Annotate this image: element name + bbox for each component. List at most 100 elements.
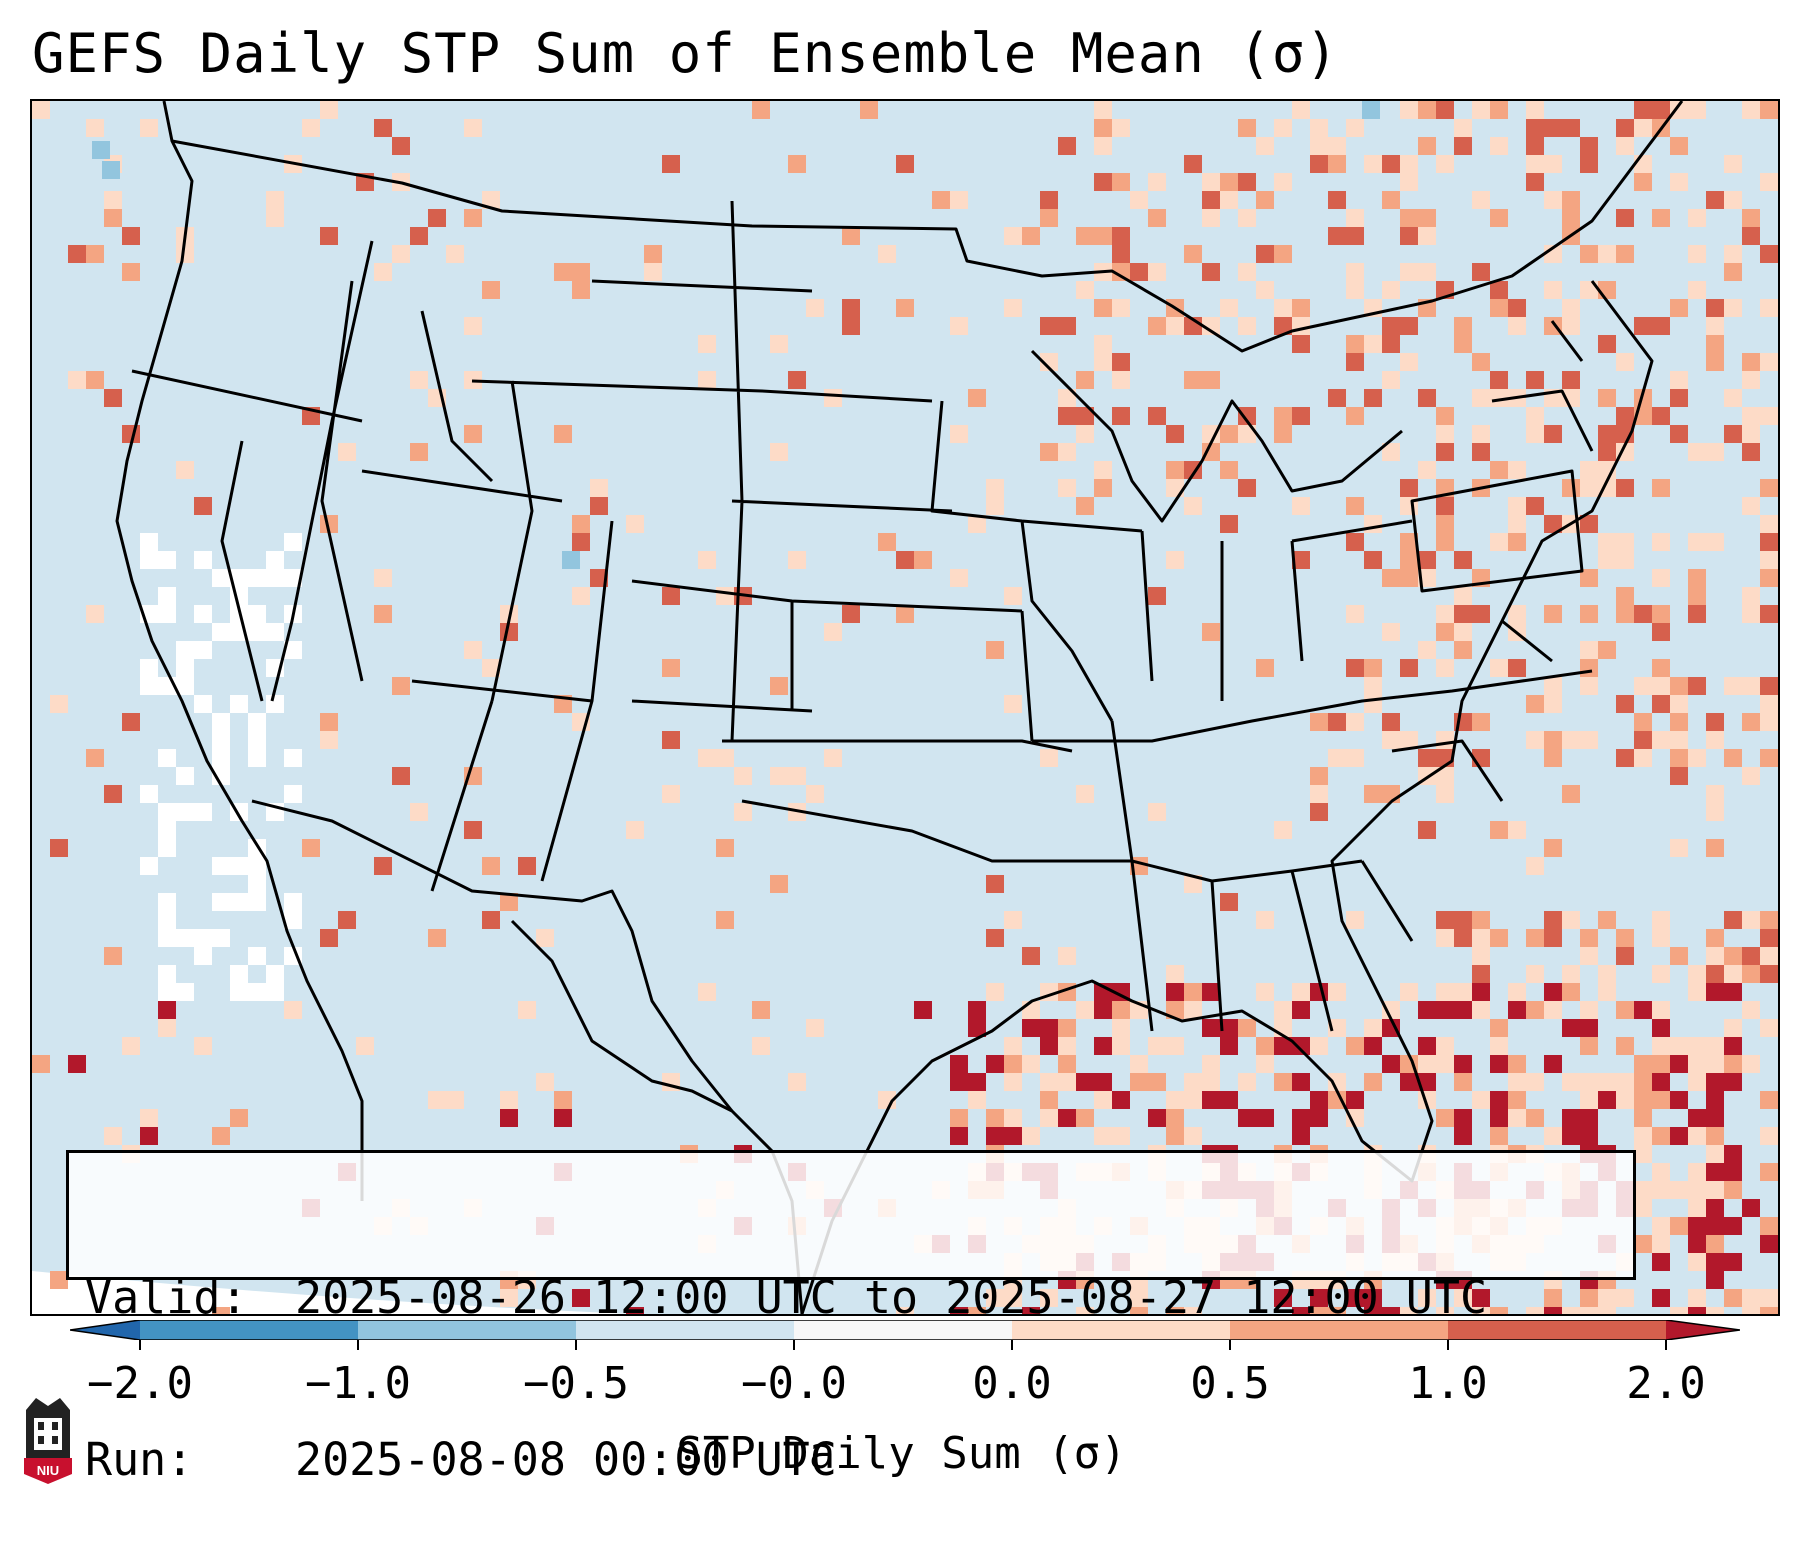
anomaly-cell xyxy=(1256,1055,1274,1073)
anomaly-cell xyxy=(1112,299,1130,317)
anomaly-cell xyxy=(1346,119,1364,137)
anomaly-cell xyxy=(1616,749,1634,767)
colorbar-extend-max xyxy=(1666,1320,1740,1340)
anomaly-cell xyxy=(194,695,212,713)
anomaly-cell xyxy=(1040,1091,1058,1109)
anomaly-cell xyxy=(1040,443,1058,461)
anomaly-cell xyxy=(1184,875,1202,893)
anomaly-cell xyxy=(914,1001,932,1019)
anomaly-cell xyxy=(1742,911,1760,929)
anomaly-cell xyxy=(1238,479,1256,497)
anomaly-cell xyxy=(122,1037,140,1055)
anomaly-cell xyxy=(1670,1055,1688,1073)
anomaly-cell xyxy=(1346,605,1364,623)
anomaly-cell xyxy=(1436,911,1454,929)
anomaly-cell xyxy=(1616,533,1634,551)
anomaly-cell xyxy=(1634,731,1652,749)
anomaly-cell xyxy=(752,1037,770,1055)
state-lines-central xyxy=(930,400,1593,1032)
anomaly-cell xyxy=(1688,1199,1706,1217)
anomaly-cell xyxy=(212,929,230,947)
anomaly-cell xyxy=(212,1127,230,1145)
state-lines-west xyxy=(131,200,1073,892)
anomaly-cell xyxy=(1598,1289,1616,1307)
anomaly-cell xyxy=(212,767,230,785)
anomaly-cell xyxy=(1526,929,1544,947)
anomaly-cell xyxy=(1724,1253,1742,1271)
anomaly-cell xyxy=(1706,965,1724,983)
anomaly-cell xyxy=(1652,731,1670,749)
anomaly-cell xyxy=(1760,515,1778,533)
anomaly-cell xyxy=(1652,317,1670,335)
anomaly-cell xyxy=(230,857,248,875)
anomaly-cell xyxy=(266,695,284,713)
anomaly-cell xyxy=(1148,263,1166,281)
anomaly-cell xyxy=(1040,191,1058,209)
anomaly-cell xyxy=(1760,479,1778,497)
anomaly-cell xyxy=(1454,1127,1472,1145)
anomaly-cell xyxy=(1076,407,1094,425)
anomaly-cell xyxy=(698,371,716,389)
anomaly-cell xyxy=(1022,227,1040,245)
anomaly-cell xyxy=(248,857,266,875)
anomaly-cell xyxy=(176,983,194,1001)
anomaly-cell xyxy=(1760,173,1778,191)
anomaly-cell xyxy=(1400,479,1418,497)
anomaly-cell xyxy=(1652,1073,1670,1091)
anomaly-cell xyxy=(1418,101,1436,119)
anomaly-cell xyxy=(1652,1055,1670,1073)
anomaly-cell xyxy=(1598,425,1616,443)
anomaly-cell xyxy=(1742,1289,1760,1307)
anomaly-cell xyxy=(482,911,500,929)
anomaly-cell xyxy=(1094,1073,1112,1091)
anomaly-cell xyxy=(500,1289,518,1307)
anomaly-cell xyxy=(1670,1037,1688,1055)
anomaly-cell xyxy=(1490,137,1508,155)
anomaly-cell xyxy=(1616,479,1634,497)
anomaly-cell xyxy=(176,929,194,947)
niu-logo-graphic: NIU xyxy=(24,1398,72,1484)
anomaly-cell xyxy=(122,227,140,245)
anomaly-cell xyxy=(1688,1217,1706,1235)
anomaly-cell xyxy=(1706,1235,1724,1253)
anomaly-cell xyxy=(1490,101,1508,119)
anomaly-cell xyxy=(392,245,410,263)
anomaly-cell xyxy=(1004,695,1022,713)
anomaly-cell xyxy=(446,245,464,263)
anomaly-cell xyxy=(1166,983,1184,1001)
anomaly-cell xyxy=(1328,155,1346,173)
anomaly-cell xyxy=(1418,749,1436,767)
anomaly-cell xyxy=(878,245,896,263)
anomaly-cell xyxy=(464,317,482,335)
anomaly-cell xyxy=(464,821,482,839)
anomaly-cell xyxy=(1436,533,1454,551)
anomaly-cell xyxy=(1598,335,1616,353)
anomaly-cell xyxy=(1526,857,1544,875)
anomaly-cell xyxy=(1166,1307,1184,1314)
anomaly-cell xyxy=(1688,1163,1706,1181)
anomaly-cell xyxy=(1742,227,1760,245)
anomaly-cell xyxy=(1472,353,1490,371)
anomaly-cell xyxy=(1706,317,1724,335)
anomaly-cell xyxy=(266,569,284,587)
anomaly-cell xyxy=(842,317,860,335)
anomaly-cell xyxy=(1058,479,1076,497)
anomaly-cell xyxy=(86,371,104,389)
colorbar xyxy=(70,1320,1740,1340)
anomaly-cell xyxy=(500,1091,518,1109)
anomaly-cell xyxy=(1166,1037,1184,1055)
anomaly-cell xyxy=(482,857,500,875)
anomaly-cell xyxy=(1652,569,1670,587)
anomaly-cell xyxy=(1634,1091,1652,1109)
anomaly-cell xyxy=(1292,1109,1310,1127)
anomaly-cell xyxy=(752,101,770,119)
anomaly-cell xyxy=(1436,605,1454,623)
anomaly-cell xyxy=(1742,1055,1760,1073)
anomaly-cell xyxy=(104,389,122,407)
anomaly-cell xyxy=(1634,1199,1652,1217)
anomaly-cell xyxy=(1112,227,1130,245)
anomaly-cell xyxy=(1652,101,1670,119)
anomaly-cell xyxy=(986,1055,1004,1073)
anomaly-cell xyxy=(1292,101,1310,119)
anomaly-cell xyxy=(1166,551,1184,569)
